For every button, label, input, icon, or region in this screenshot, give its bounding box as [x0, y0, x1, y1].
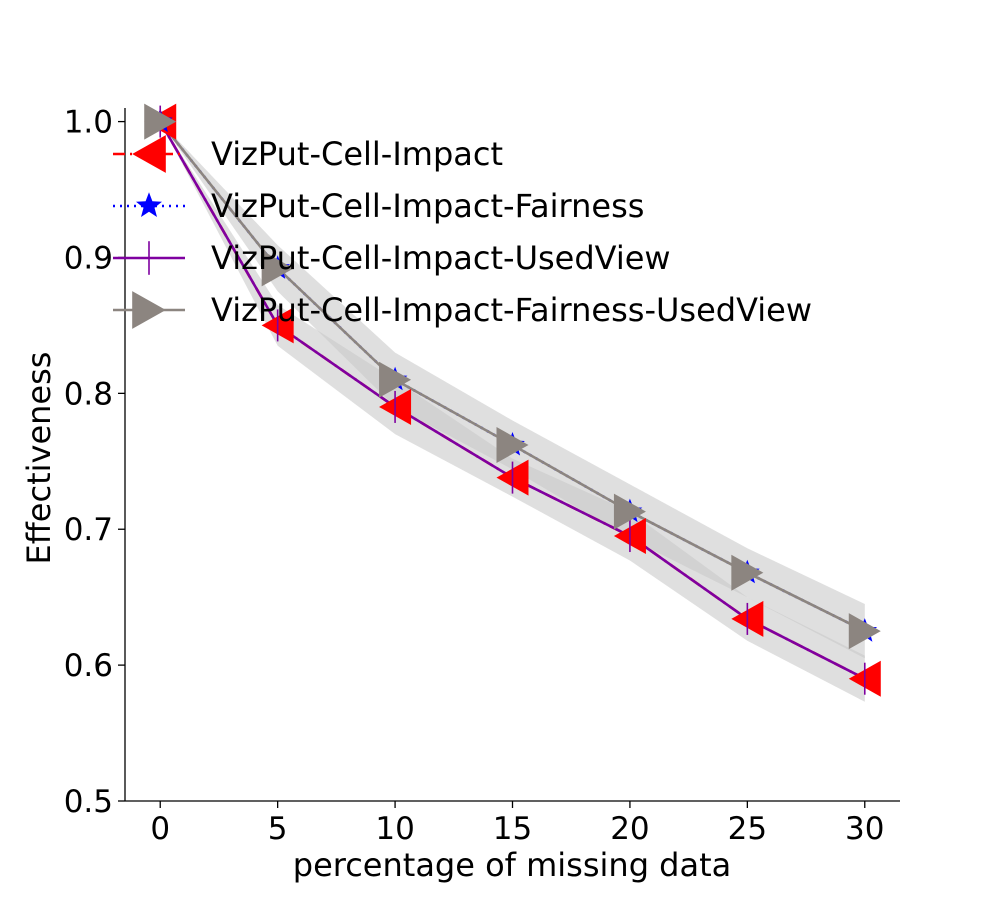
- x-tick-label: 15: [493, 811, 532, 847]
- x-tick-label: 20: [610, 811, 649, 847]
- legend-label-3: VizPut-Cell-Impact-UsedView: [211, 239, 671, 277]
- band-2: [160, 121, 865, 659]
- x-tick-label: 10: [375, 811, 414, 847]
- legend-label-4: VizPut-Cell-Impact-Fairness-UsedView: [211, 291, 812, 329]
- y-tick-label: 0.5: [64, 784, 113, 820]
- band-3: [160, 121, 865, 702]
- legend-marker-2: [136, 192, 162, 217]
- legend-label-2: VizPut-Cell-Impact-Fairness: [211, 187, 644, 225]
- y-axis-label: Effectiveness: [20, 352, 58, 565]
- band-1: [160, 121, 865, 702]
- band-4: [160, 121, 865, 659]
- y-tick-label: 0.9: [64, 240, 113, 276]
- data-point-s4-0: [144, 103, 177, 140]
- x-ticks: 0 5 10 15 20 25 30: [150, 801, 884, 847]
- legend-marker-4: [132, 291, 166, 329]
- legend-marker-1: [132, 135, 166, 173]
- data-point-s4-6: [848, 613, 881, 650]
- x-axis-label: percentage of missing data: [293, 846, 732, 884]
- x-tick-label: 25: [728, 811, 767, 847]
- y-tick-label: 0.7: [64, 512, 113, 548]
- x-tick-label: 30: [845, 811, 884, 847]
- data-point-s4-5: [731, 554, 764, 591]
- legend-label-1: VizPut-Cell-Impact: [211, 135, 503, 173]
- data-point-s4-3: [496, 426, 529, 463]
- x-tick-label: 0: [150, 811, 170, 847]
- data-point-s4-2: [379, 361, 412, 398]
- y-tick-label: 0.8: [64, 376, 113, 412]
- y-tick-label: 0.6: [64, 648, 113, 684]
- x-tick-label: 5: [268, 811, 288, 847]
- legend: VizPut-Cell-Impact VizPut-Cell-Impact-Fai…: [113, 135, 812, 329]
- data-point-s4-4: [613, 493, 646, 530]
- y-tick-label: 1.0: [64, 105, 113, 141]
- data-point-s4-1: [261, 250, 294, 287]
- y-ticks: 0.5 0.6 0.7 0.8 0.9 1.0: [64, 105, 125, 820]
- series-markers: [144, 103, 881, 697]
- confidence-bands: [160, 121, 865, 702]
